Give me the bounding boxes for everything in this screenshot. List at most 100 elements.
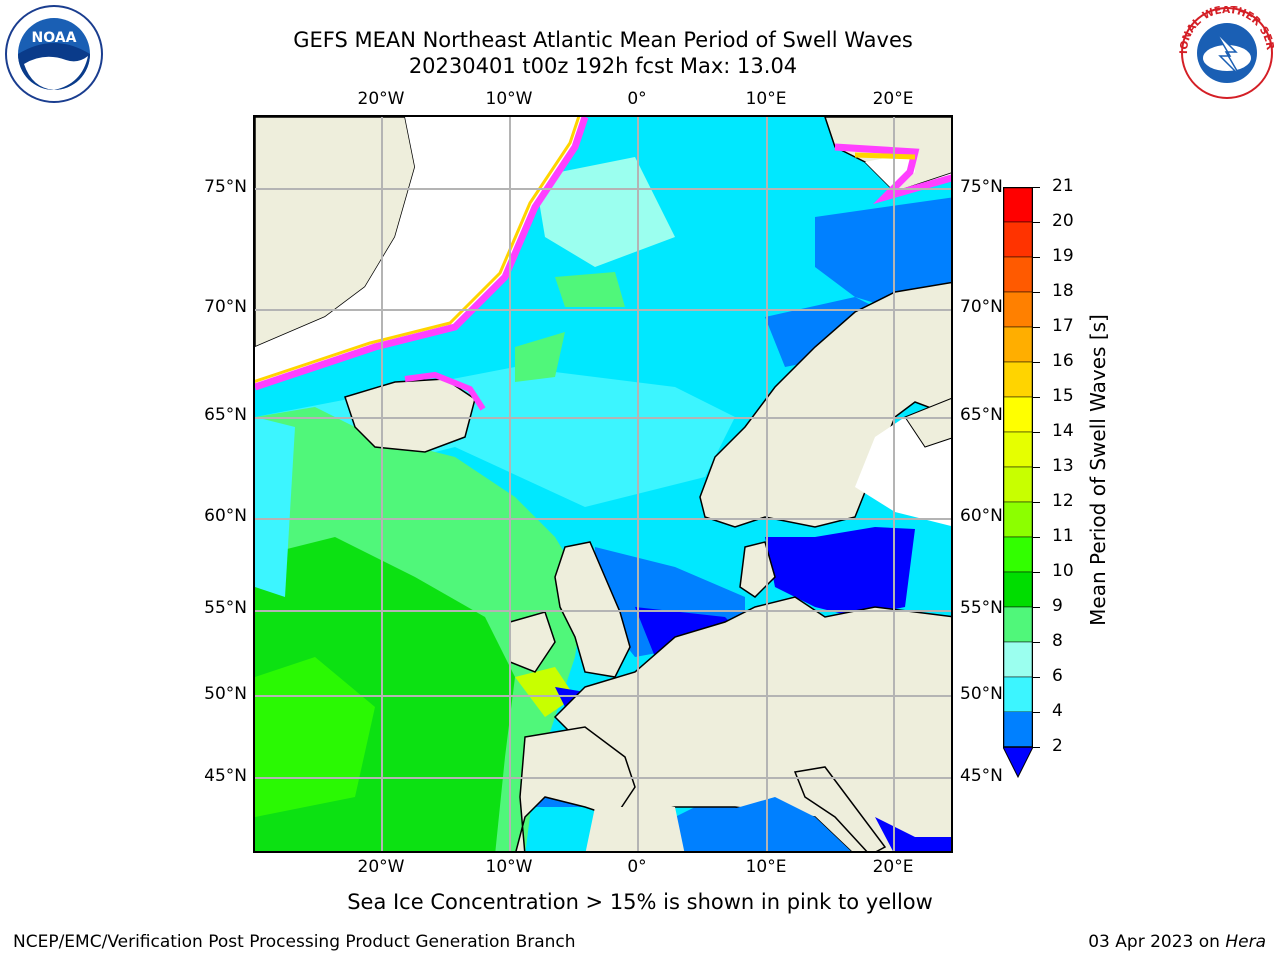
colorbar-band: [1002, 676, 1034, 713]
colorbar-tick: [1033, 187, 1040, 188]
lat-label-left: 60°N: [204, 506, 247, 526]
colorbar-tick: [1033, 712, 1040, 713]
colorbar: [1002, 186, 1034, 782]
colorbar-tick: [1033, 257, 1040, 258]
sea-ice-barents-pink: [834, 143, 951, 205]
lat-label-left: 55°N: [204, 598, 247, 618]
colorbar-band: [1002, 536, 1034, 573]
colorbar-tick-label: 13: [1052, 456, 1074, 476]
lat-label-left: 65°N: [204, 405, 247, 425]
ocean-8-9s-patch: [535, 157, 675, 267]
lat-label-right: 50°N: [960, 684, 1003, 704]
colorbar-tick-label: 16: [1052, 351, 1074, 371]
lon-label-bottom: 0°: [627, 857, 647, 877]
lat-label-left: 75°N: [204, 177, 247, 197]
map-area: [253, 115, 953, 853]
sea-ice-iceland: [404, 371, 486, 411]
colorbar-tick: [1033, 747, 1040, 748]
colorbar-tick-label: 8: [1052, 631, 1063, 651]
colorbar-tick: [1033, 572, 1040, 573]
lat-label-right: 75°N: [960, 177, 1003, 197]
colorbar-tick: [1033, 327, 1040, 328]
colorbar-outline: [1002, 186, 1034, 748]
colorbar-tick: [1033, 677, 1040, 678]
ocean-western-edge: [255, 417, 295, 597]
ocean-green-patch: [555, 272, 625, 307]
colorbar-title: Mean Period of Swell Waves [s]: [1086, 314, 1110, 626]
colorbar-tick-label: 9: [1052, 596, 1063, 616]
sea-ice-edge-pink: [255, 117, 589, 391]
credit-text: NCEP/EMC/Verification Post Processing Pr…: [13, 932, 576, 952]
date-host: Hera: [1225, 932, 1266, 952]
colorbar-tick-label: 6: [1052, 666, 1063, 686]
colorbar-band: [1002, 361, 1034, 398]
colorbar-band: [1002, 466, 1034, 503]
lon-label-top: 20°W: [357, 89, 405, 109]
colorbar-tick-label: 21: [1052, 176, 1074, 196]
colorbar-tick: [1033, 467, 1040, 468]
chart-title: GEFS MEAN Northeast Atlantic Mean Period…: [293, 28, 913, 52]
colorbar-band: [1002, 606, 1034, 643]
map-canvas: [255, 117, 951, 851]
colorbar-band: [1002, 291, 1034, 328]
lon-label-top: 10°E: [745, 89, 787, 109]
lat-label-left: 70°N: [204, 297, 247, 317]
graticule: [255, 117, 951, 851]
colorbar-tick-label: 4: [1052, 701, 1063, 721]
colorbar-band: [1002, 221, 1034, 258]
colorbar-band: [1002, 501, 1034, 538]
chart-subtitle: 20230401 t00z 192h fcst Max: 13.04: [408, 54, 798, 78]
colorbar-tick-label: 18: [1052, 281, 1074, 301]
lat-label-right: 55°N: [960, 598, 1003, 618]
colorbar-band: [1002, 571, 1034, 608]
colorbar-band: [1002, 186, 1034, 223]
colorbar-band: [1002, 431, 1034, 468]
ice-note: Sea Ice Concentration > 15% is shown in …: [347, 890, 933, 914]
lat-label-right: 70°N: [960, 297, 1003, 317]
colorbar-under-triangle: [1002, 746, 1034, 779]
land-italy: [793, 766, 887, 851]
ice-free-white: [255, 117, 585, 387]
colorbar-tick-label: 20: [1052, 211, 1074, 231]
noaa-logo: NOAA: [4, 4, 104, 108]
noaa-logo-text: NOAA: [32, 30, 77, 46]
sea-ice-edge-yellow: [255, 117, 581, 383]
land-iberia: [515, 726, 636, 851]
lon-label-top: 20°E: [872, 89, 914, 109]
lat-label-left: 50°N: [204, 684, 247, 704]
colorbar-tick-label: 15: [1052, 386, 1074, 406]
colorbar-tick: [1033, 432, 1040, 433]
colorbar-tick-label: 17: [1052, 316, 1074, 336]
colorbar-tick-label: 11: [1052, 526, 1074, 546]
date-prefix: 03 Apr 2023 on: [1088, 932, 1226, 952]
colorbar-tick-label: 14: [1052, 421, 1074, 441]
colorbar-tick: [1033, 397, 1040, 398]
colorbar-tick: [1033, 642, 1040, 643]
ocean-12-13s-patch: [515, 667, 575, 717]
lon-label-bottom: 20°E: [872, 857, 914, 877]
colorbar-tick-label: 19: [1052, 246, 1074, 266]
colorbar-tick-label: 12: [1052, 491, 1074, 511]
colorbar-band: [1002, 326, 1034, 363]
lon-label-bottom: 10°W: [485, 857, 533, 877]
colorbar-swatches: [1002, 186, 1034, 779]
land-iberia-fill: [585, 807, 685, 851]
colorbar-tick: [1033, 537, 1040, 538]
colorbar-tick: [1033, 607, 1040, 608]
lat-label-left: 45°N: [204, 766, 247, 786]
lon-label-bottom: 10°E: [745, 857, 787, 877]
colorbar-tick: [1033, 362, 1040, 363]
lon-label-bottom: 20°W: [357, 857, 405, 877]
land-finland: [904, 398, 951, 448]
lat-label-right: 45°N: [960, 766, 1003, 786]
colorbar-band: [1002, 641, 1034, 678]
lat-label-right: 60°N: [960, 506, 1003, 526]
colorbar-tick-label: 2: [1052, 736, 1063, 756]
colorbar-band: [1002, 396, 1034, 433]
nws-logo: NATIONAL WEATHER SERVICE: [1174, 0, 1276, 104]
sea-ice-barents-yellow: [854, 152, 916, 160]
ocean-western-med: [687, 797, 851, 851]
ocean-baltic: [765, 527, 915, 617]
colorbar-tick: [1033, 502, 1040, 503]
ocean-green-patch: [515, 332, 565, 382]
